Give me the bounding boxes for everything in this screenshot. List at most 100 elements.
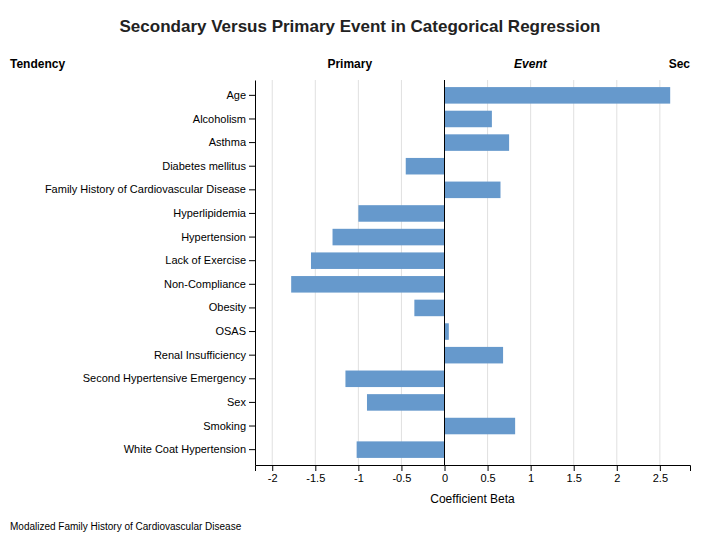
y-tick-mark xyxy=(249,378,255,379)
y-tick-label: Smoking xyxy=(203,420,246,432)
y-axis: Age Alcoholism Asthma Diabetes mellitus Fami… xyxy=(45,81,256,466)
grid-line xyxy=(616,80,617,465)
x-tick-mark xyxy=(574,465,575,471)
grid-line xyxy=(358,80,359,465)
y-tick-mark xyxy=(249,260,255,261)
x-tick-label: -2 xyxy=(268,472,278,484)
y-tick-mark xyxy=(249,331,255,332)
x-tick: 2 xyxy=(614,465,620,484)
x-tick: 2.5 xyxy=(653,465,668,484)
y-tick: Hyperlipidemia xyxy=(173,207,255,219)
y-tick-mark xyxy=(249,213,255,214)
x-tick-label: -1 xyxy=(354,472,364,484)
y-tick-label: Hypertension xyxy=(181,231,246,243)
y-tick: Hypertension xyxy=(181,231,255,243)
bar xyxy=(445,111,492,128)
x-tick: -1.5 xyxy=(306,465,325,484)
x-tick-label: 1 xyxy=(528,472,534,484)
bar xyxy=(367,394,445,411)
y-tick-mark xyxy=(249,284,255,285)
x-axis-line xyxy=(256,466,691,472)
y-tick-mark xyxy=(249,402,255,403)
y-tick-label: Lack of Exercise xyxy=(165,254,246,266)
y-tick-mark xyxy=(249,166,255,167)
y-tick: Lack of Exercise xyxy=(165,254,255,266)
y-tick-mark xyxy=(249,355,255,356)
bar xyxy=(445,418,516,435)
y-tick: Second Hypertensive Emergency xyxy=(83,372,255,384)
bar xyxy=(311,252,445,269)
x-tick-mark xyxy=(358,465,359,471)
y-tick: Alcoholism xyxy=(193,112,255,124)
x-tick-label: 0.5 xyxy=(480,472,495,484)
y-tick-label: Diabetes mellitus xyxy=(162,160,246,172)
y-tick-label: OSAS xyxy=(215,325,246,337)
chart: -2 -1.5 -1 -0.5 0 0.5 1 1.5 2 2.5 Age Alcoholism Ast… xyxy=(0,0,720,540)
y-tick-mark xyxy=(249,95,255,96)
grid-line xyxy=(444,80,445,465)
grid-line xyxy=(659,80,660,465)
header: Sec xyxy=(669,57,691,71)
x-tick-label: 1.5 xyxy=(567,472,582,484)
y-tick: Renal Insufficiency xyxy=(154,349,255,361)
y-axis-line xyxy=(255,81,256,466)
x-tick-mark xyxy=(272,465,273,471)
footnote: Modalized Family History of Cardiovascul… xyxy=(10,521,242,532)
x-tick-mark xyxy=(315,465,316,471)
bar xyxy=(333,229,445,246)
x-tick-mark xyxy=(401,465,402,471)
y-tick-label: Obesity xyxy=(209,301,247,313)
zero-line xyxy=(444,80,445,465)
header: Primary xyxy=(327,57,372,71)
x-tick: 1.5 xyxy=(567,465,582,484)
grid-line xyxy=(573,80,574,465)
grid-line xyxy=(530,80,531,465)
bars xyxy=(291,87,670,458)
x-tick-mark xyxy=(617,465,618,471)
bar xyxy=(357,441,445,458)
bar xyxy=(414,300,444,317)
y-tick: Non-Compliance xyxy=(164,278,255,290)
y-tick-label: Renal Insufficiency xyxy=(154,349,247,361)
grid-line xyxy=(315,80,316,465)
y-tick: White Coat Hypertension xyxy=(124,443,255,455)
bar xyxy=(291,276,444,293)
x-tick: -1 xyxy=(354,465,364,484)
title: Secondary Versus Primary Event in Catego… xyxy=(120,17,601,36)
x-tick: 1 xyxy=(528,465,534,484)
y-tick-label: White Coat Hypertension xyxy=(124,443,246,455)
header: Tendency xyxy=(10,57,65,71)
y-tick-label: Age xyxy=(226,89,246,101)
x-tick-mark xyxy=(488,465,489,471)
y-tick-mark xyxy=(249,426,255,427)
grid xyxy=(272,80,660,465)
x-axis-title: Coefficient Beta xyxy=(430,492,515,506)
y-tick-mark xyxy=(249,449,255,450)
bar xyxy=(358,205,444,222)
y-tick: Diabetes mellitus xyxy=(162,160,255,172)
y-tick-label: Sex xyxy=(227,396,246,408)
bar xyxy=(345,371,444,388)
x-tick-label: -0.5 xyxy=(392,472,411,484)
bar xyxy=(406,158,445,175)
x-tick: -0.5 xyxy=(392,465,411,484)
x-tick: -2 xyxy=(268,465,278,484)
y-tick: Obesity xyxy=(209,301,255,313)
x-tick-mark xyxy=(660,465,661,471)
x-tick-mark xyxy=(531,465,532,471)
y-tick: Age xyxy=(226,89,255,101)
grid-line xyxy=(272,80,273,465)
bar xyxy=(445,134,510,151)
x-tick-label: 0 xyxy=(442,472,448,484)
x-tick-label: 2 xyxy=(614,472,620,484)
y-tick-label: Family History of Cardiovascular Disease xyxy=(45,183,246,195)
y-tick-label: Alcoholism xyxy=(193,112,246,124)
y-tick-label: Hyperlipidemia xyxy=(173,207,247,219)
y-tick-mark xyxy=(249,189,255,190)
bar xyxy=(445,347,504,364)
y-tick-label: Second Hypertensive Emergency xyxy=(83,372,247,384)
y-tick-label: Asthma xyxy=(209,136,247,148)
y-tick-mark xyxy=(249,237,255,238)
x-tick-label: 2.5 xyxy=(653,472,668,484)
bar xyxy=(445,87,671,104)
